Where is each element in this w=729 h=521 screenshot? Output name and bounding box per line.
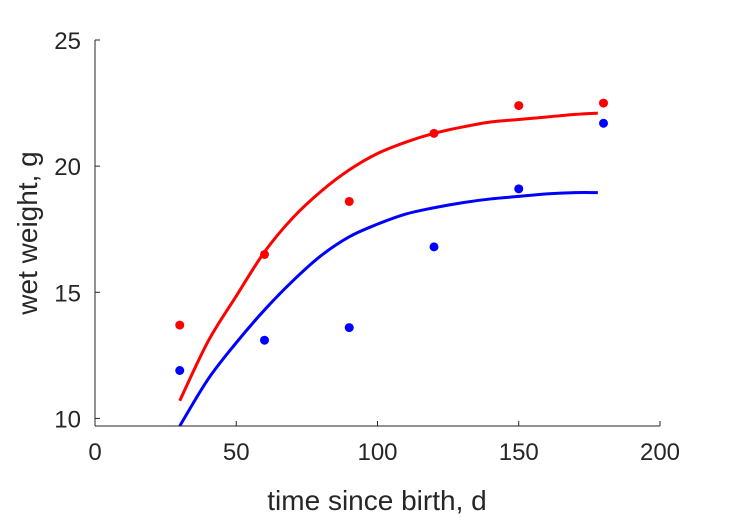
data-points [175,98,608,375]
y-tick-label: 10 [54,406,81,433]
data-point-1 [260,335,269,345]
x-tick-label: 150 [499,439,539,466]
x-tick-label: 200 [640,439,680,466]
data-point-1 [429,242,439,252]
data-point-1 [344,323,354,333]
data-point-0 [599,98,608,108]
y-tick-label: 20 [54,154,81,181]
x-tick-label: 0 [88,439,101,466]
fit-curves [178,111,598,427]
y-axis-title: wet weight, g [12,151,43,315]
fit-curve-1 [178,191,598,427]
x-tick-label: 50 [223,439,250,466]
data-point-1 [599,118,608,128]
data-point-0 [260,249,269,259]
y-tick-label: 15 [54,280,81,307]
y-ticks: 10 15 20 25 [54,28,100,433]
y-tick-label: 25 [54,28,81,55]
x-axis-title: time since birth, d [267,485,486,516]
x-ticks: 0 50 100 150 200 [88,421,680,466]
data-point-1 [175,365,185,375]
data-point-0 [344,196,354,206]
data-point-0 [514,101,524,111]
fit-curve-0 [178,111,598,402]
x-tick-label: 100 [357,439,397,466]
data-point-0 [175,320,185,330]
data-point-0 [429,128,439,138]
data-point-1 [514,184,524,194]
